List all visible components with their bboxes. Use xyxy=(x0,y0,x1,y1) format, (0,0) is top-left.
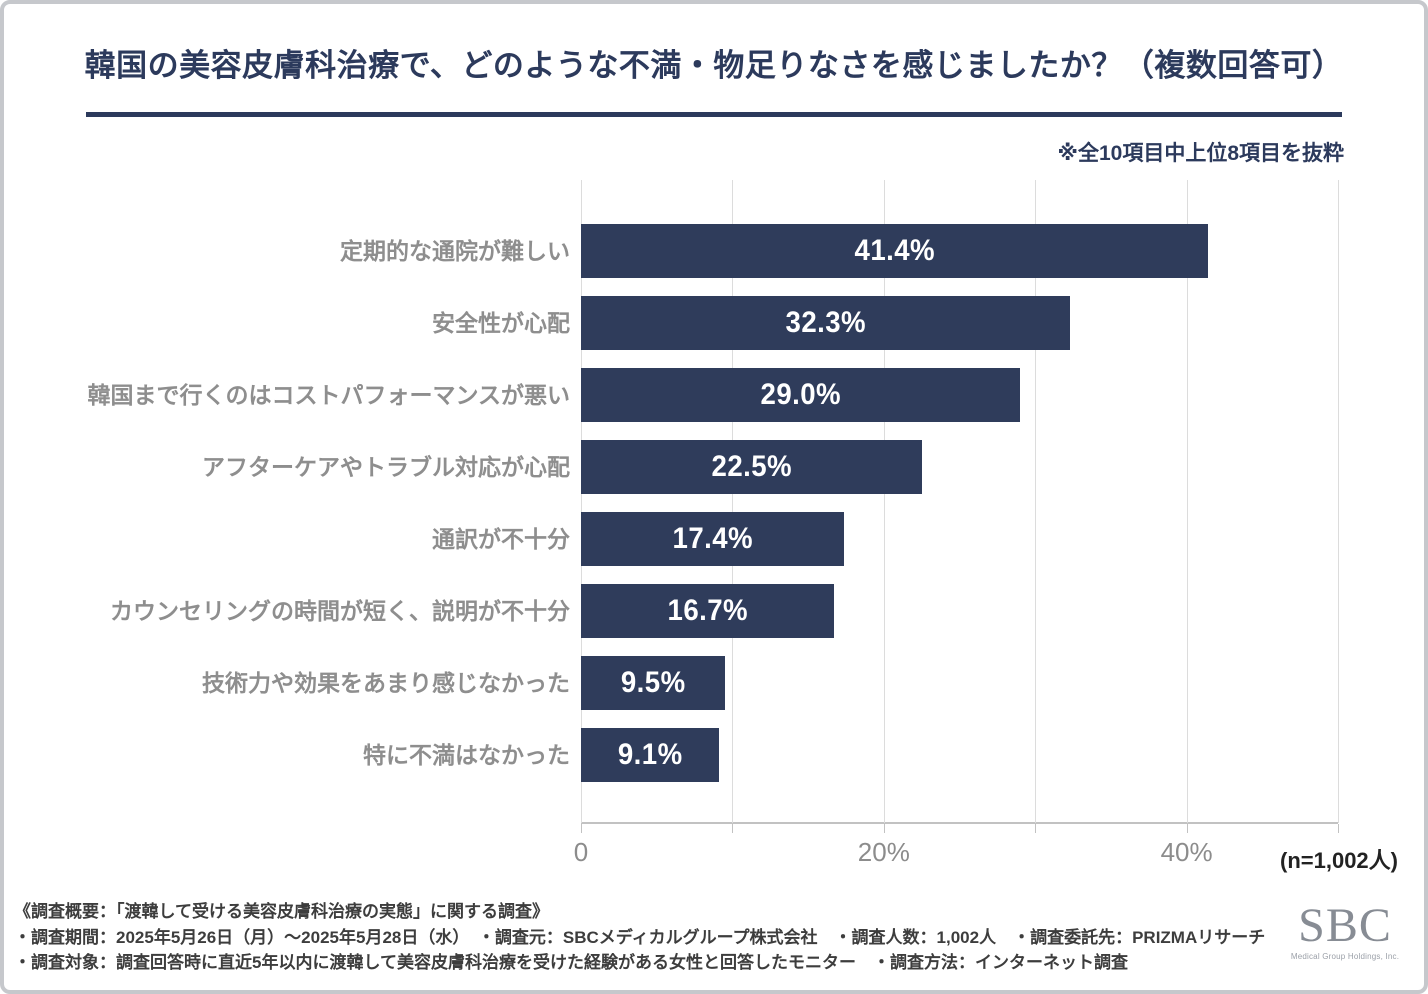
axis-tick xyxy=(1186,824,1188,833)
survey-summary-line1: 《調査概要：「渡韓して受ける美容皮膚科治療の実態」に関する調査》 xyxy=(14,902,549,921)
sbc-logo-subtext: Medical Group Holdings, Inc. xyxy=(1290,952,1400,962)
chart-note: ※全10項目中上位8項目を抜粋 xyxy=(1057,142,1344,165)
gridline xyxy=(1186,180,1188,823)
bar-row: 技術力や効果をあまり感じなかった 9.5% xyxy=(202,656,1338,710)
bar-row: 特に不満はなかった 9.1% xyxy=(363,728,1338,782)
category-label: 定期的な通院が難しい xyxy=(340,238,570,264)
bar-value-label: 22.5% xyxy=(711,450,792,483)
gridline xyxy=(1338,180,1339,823)
category-label: アフターケアやトラブル対応が心配 xyxy=(202,454,570,480)
bar-value-label: 41.4% xyxy=(854,234,935,267)
gridline xyxy=(1035,180,1037,823)
bar: 32.3% xyxy=(581,296,1071,350)
title-divider xyxy=(86,112,1342,117)
gridline xyxy=(732,180,734,823)
category-label: 技術力や効果をあまり感じなかった xyxy=(202,670,570,696)
x-tick-label: 40% xyxy=(1160,837,1213,867)
bar: 9.5% xyxy=(581,656,725,710)
bar-value-label: 16.7% xyxy=(667,594,748,627)
gridline xyxy=(581,180,582,823)
bar-value-label: 9.1% xyxy=(617,738,683,771)
bar-row: 韓国まで行くのはコストパフォーマンスが悪い 29.0% xyxy=(87,368,1338,422)
bar: 17.4% xyxy=(581,512,845,566)
gridline xyxy=(883,180,885,823)
bar-rows: 定期的な通院が難しい 41.4% 安全性が心配 32.3% 韓国まで行くのはコストパフォ… xyxy=(87,180,1338,823)
plot-area: 定期的な通院が難しい 41.4% 安全性が心配 32.3% 韓国まで行くのはコストパフォ… xyxy=(87,180,1339,867)
bar-value-label: 32.3% xyxy=(785,306,866,339)
bar-row: 定期的な通院が難しい 41.4% xyxy=(340,224,1338,278)
category-label: 特に不満はなかった xyxy=(363,742,570,768)
x-tick-label: 0 xyxy=(573,837,589,867)
category-label: 通訳が不十分 xyxy=(432,526,570,552)
x-axis-line xyxy=(581,822,1338,824)
category-label: カウンセリングの時間が短く、説明が不十分 xyxy=(110,598,570,624)
axis-tick xyxy=(732,824,734,833)
survey-summary: 《調査概要：「渡韓して受ける美容皮膚科治療の実態」に関する調査》 ・調査期間：2… xyxy=(14,899,1265,976)
survey-summary-line2: ・調査期間：2025年5月26日（月）～2025年5月28日（水） ・調査元：S… xyxy=(14,927,1266,947)
bar: 22.5% xyxy=(581,440,922,494)
survey-summary-line3: ・調査対象：調査回答時に直近5年以内に渡韓して美容皮膚科治療を受けた経験がある女… xyxy=(14,953,1128,972)
page-title: 韓国の美容皮膚科治療で、どのような不満・物足りなさを感じましたか？（複数回答可） xyxy=(84,48,1344,83)
bar: 9.1% xyxy=(581,728,719,782)
axis-tick xyxy=(1338,824,1339,833)
category-label: 安全性が心配 xyxy=(432,310,570,336)
bar-value-label: 9.5% xyxy=(620,666,686,699)
x-tick-label: 20% xyxy=(857,837,910,867)
bar-value-label: 29.0% xyxy=(760,378,841,411)
axis-tick xyxy=(1035,824,1037,833)
bar-row: カウンセリングの時間が短く、説明が不十分 16.7% xyxy=(110,584,1338,638)
bar: 29.0% xyxy=(581,368,1021,422)
bar-row: 通訳が不十分 17.4% xyxy=(432,512,1338,566)
category-label: 韓国まで行くのはコストパフォーマンスが悪い xyxy=(87,382,570,408)
sbc-logo-text: SBC xyxy=(1298,899,1392,952)
axis-tick xyxy=(581,824,582,833)
sbc-logo: SBC Medical Group Holdings, Inc. xyxy=(1280,899,1410,962)
bar-row: アフターケアやトラブル対応が心配 22.5% xyxy=(202,440,1338,494)
bar: 41.4% xyxy=(581,224,1208,278)
sample-size-label: (n=1,002人) xyxy=(1280,848,1398,873)
bar: 16.7% xyxy=(581,584,834,638)
axis-tick xyxy=(883,824,885,833)
bar-value-label: 17.4% xyxy=(672,522,753,555)
bar-row: 安全性が心配 32.3% xyxy=(432,296,1338,350)
